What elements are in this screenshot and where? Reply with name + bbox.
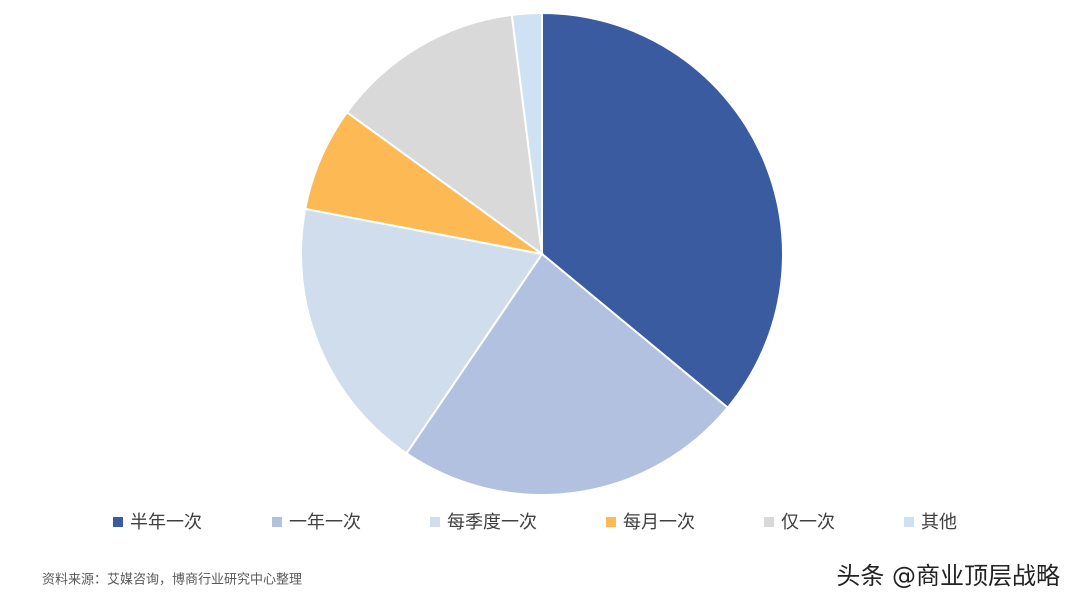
pie-slice bbox=[541, 11, 784, 410]
legend-swatch bbox=[904, 517, 914, 527]
legend-swatch bbox=[430, 517, 440, 527]
source-note: 资料来源：艾媒咨询，博商行业研究中心整理 bbox=[42, 573, 302, 588]
legend-label: 半年一次 bbox=[130, 512, 202, 533]
legend-swatch bbox=[113, 517, 123, 527]
pie-slice bbox=[405, 252, 730, 496]
legend-label: 每月一次 bbox=[623, 512, 695, 533]
legend-label: 一年一次 bbox=[289, 512, 361, 533]
legend-swatch bbox=[764, 517, 774, 527]
legend-swatch bbox=[272, 517, 282, 527]
legend-label: 每季度一次 bbox=[447, 512, 537, 533]
legend: 半年一次 一年一次 每季度一次 每月一次 仅一次 其他 bbox=[113, 512, 957, 533]
pie-slice bbox=[345, 13, 544, 257]
watermark: 头条 @商业顶层战略 bbox=[836, 562, 1060, 590]
legend-label: 其他 bbox=[921, 512, 957, 533]
legend-label: 仅一次 bbox=[781, 512, 835, 533]
pie-slice bbox=[300, 207, 544, 455]
legend-swatch bbox=[606, 517, 616, 527]
pie bbox=[300, 11, 784, 496]
pie-slice bbox=[304, 110, 543, 255]
pie-slice bbox=[510, 11, 543, 255]
